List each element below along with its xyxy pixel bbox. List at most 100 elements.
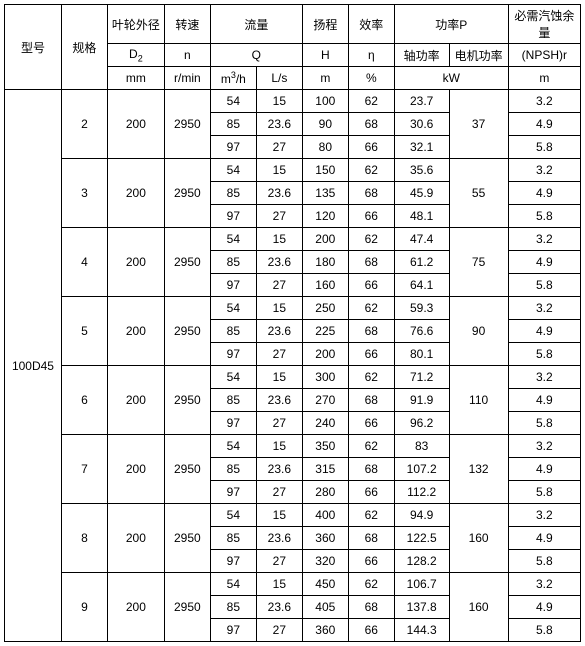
cell-npsh: 5.8 [508,550,580,573]
cell-m3h: 54 [210,228,256,251]
cell-d2: 200 [107,228,164,297]
cell-eff: 68 [348,458,394,481]
cell-motor: 75 [449,228,508,297]
cell-m3h: 54 [210,573,256,596]
hdr-flow-unit1: m3/h [210,67,256,90]
table-row: 3200295054151506235.6553.2 [5,159,581,182]
cell-ls: 27 [256,205,302,228]
cell-m3h: 85 [210,458,256,481]
hdr-flow-unit2: L/s [256,67,302,90]
cell-model: 100D45 [5,90,62,642]
cell-m3h: 85 [210,251,256,274]
hdr-shaft-power: 轴功率 [394,44,449,67]
cell-m3h: 97 [210,619,256,642]
cell-eff: 66 [348,550,394,573]
cell-sp: 47.4 [394,228,449,251]
cell-sp: 128.2 [394,550,449,573]
cell-eff: 62 [348,435,394,458]
cell-spec: 3 [61,159,107,228]
cell-sp: 23.7 [394,90,449,113]
hdr-eff-unit: % [348,67,394,90]
cell-ls: 23.6 [256,320,302,343]
cell-npsh: 3.2 [508,366,580,389]
cell-m3h: 97 [210,136,256,159]
cell-d2: 200 [107,573,164,642]
cell-sp: 32.1 [394,136,449,159]
cell-npsh: 3.2 [508,90,580,113]
table-row: 72002950541535062831323.2 [5,435,581,458]
cell-ls: 15 [256,366,302,389]
cell-motor: 110 [449,366,508,435]
cell-m3h: 85 [210,113,256,136]
cell-eff: 62 [348,573,394,596]
cell-m3h: 54 [210,297,256,320]
cell-eff: 68 [348,182,394,205]
cell-n: 2950 [164,228,210,297]
table-row: 5200295054152506259.3903.2 [5,297,581,320]
cell-h: 150 [302,159,348,182]
cell-ls: 15 [256,90,302,113]
cell-ls: 15 [256,159,302,182]
cell-ls: 27 [256,550,302,573]
cell-sp: 48.1 [394,205,449,228]
cell-h: 405 [302,596,348,619]
cell-h: 315 [302,458,348,481]
cell-npsh: 3.2 [508,435,580,458]
cell-n: 2950 [164,573,210,642]
cell-m3h: 54 [210,366,256,389]
hdr-impeller-sym: D2 [107,44,164,67]
cell-eff: 62 [348,366,394,389]
cell-h: 135 [302,182,348,205]
cell-motor: 160 [449,573,508,642]
hdr-speed-unit: r/min [164,67,210,90]
cell-npsh: 3.2 [508,297,580,320]
cell-ls: 27 [256,274,302,297]
cell-motor: 55 [449,159,508,228]
cell-eff: 66 [348,619,394,642]
hdr-flow: 流量 [210,5,302,44]
cell-h: 200 [302,228,348,251]
cell-m3h: 54 [210,159,256,182]
cell-h: 120 [302,205,348,228]
cell-h: 360 [302,619,348,642]
cell-eff: 62 [348,90,394,113]
hdr-head-unit: m [302,67,348,90]
cell-spec: 8 [61,504,107,573]
hdr-head-sym: H [302,44,348,67]
cell-sp: 96.2 [394,412,449,435]
cell-npsh: 3.2 [508,228,580,251]
cell-sp: 83 [394,435,449,458]
cell-eff: 68 [348,113,394,136]
cell-ls: 23.6 [256,596,302,619]
cell-ls: 23.6 [256,182,302,205]
cell-h: 180 [302,251,348,274]
cell-h: 100 [302,90,348,113]
cell-eff: 68 [348,320,394,343]
cell-spec: 4 [61,228,107,297]
cell-m3h: 54 [210,504,256,527]
cell-npsh: 4.9 [508,458,580,481]
cell-h: 350 [302,435,348,458]
cell-npsh: 4.9 [508,182,580,205]
cell-ls: 23.6 [256,389,302,412]
hdr-npsh-sym: (NPSH)r [508,44,580,67]
cell-sp: 137.8 [394,596,449,619]
cell-ls: 27 [256,136,302,159]
cell-ls: 23.6 [256,113,302,136]
cell-m3h: 97 [210,550,256,573]
cell-m3h: 97 [210,343,256,366]
hdr-eff: 效率 [348,5,394,44]
cell-h: 80 [302,136,348,159]
cell-spec: 5 [61,297,107,366]
cell-d2: 200 [107,366,164,435]
cell-ls: 15 [256,297,302,320]
cell-eff: 66 [348,136,394,159]
hdr-power: 功率P [394,5,508,44]
cell-eff: 62 [348,504,394,527]
hdr-impeller-unit: mm [107,67,164,90]
cell-m3h: 85 [210,389,256,412]
pump-spec-table: 型号规格叶轮外径转速流量扬程效率功率P必需汽蚀余量D2nQHη轴功率电机功率(N… [4,4,581,642]
cell-n: 2950 [164,366,210,435]
cell-ls: 15 [256,228,302,251]
hdr-npsh-unit: m [508,67,580,90]
